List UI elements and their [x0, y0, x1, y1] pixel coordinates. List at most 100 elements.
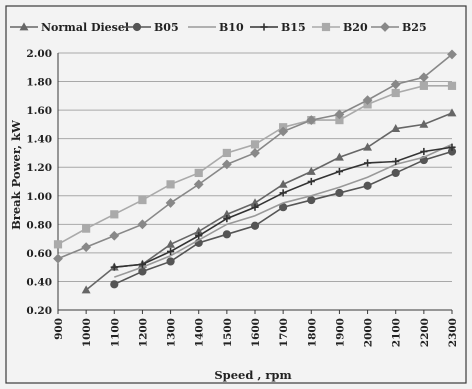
legend-swatch-marker	[19, 22, 29, 31]
x-tick-label: 1800	[306, 318, 318, 347]
data-point	[278, 179, 288, 188]
legend-label: B10	[219, 21, 244, 34]
data-point	[110, 210, 119, 219]
series-normal-diesel	[81, 108, 457, 294]
y-tick-label: 0.80	[26, 219, 52, 231]
gridlines	[58, 52, 452, 282]
x-tick-label: 1000	[81, 318, 93, 347]
x-tick-label: 1400	[194, 318, 206, 347]
legend-item: B05	[123, 21, 179, 34]
legend-swatch-marker	[380, 22, 390, 32]
data-point	[223, 215, 231, 223]
data-point	[447, 49, 457, 60]
data-point	[81, 285, 91, 294]
data-point	[390, 79, 401, 90]
data-point	[194, 168, 203, 178]
legend-label: B05	[154, 21, 179, 34]
data-point	[418, 72, 429, 83]
chart-frame	[5, 5, 467, 384]
data-point	[138, 267, 147, 276]
data-point	[448, 143, 456, 151]
data-point	[251, 203, 259, 211]
series-b25	[53, 49, 457, 264]
series-b05	[110, 147, 457, 289]
x-axis-title: Speed , rpm	[214, 368, 291, 382]
data-point	[53, 240, 63, 249]
series-line	[85, 112, 453, 291]
data-point	[109, 230, 120, 241]
data-point	[222, 230, 231, 239]
x-tick-label: 1500	[222, 318, 234, 347]
series-b20	[53, 81, 457, 249]
axes: 0.20 0.40 0.60 0.80 1.00 1.20 1.40 1.60 1.80 2.00…	[26, 48, 459, 347]
legend-label: B25	[402, 21, 427, 34]
x-tick-label: 2300	[447, 318, 459, 347]
data-point	[110, 280, 119, 289]
y-tick-label: 1.00	[26, 191, 52, 203]
y-tick-label: 1.20	[26, 162, 52, 174]
x-tick-label: 1700	[278, 318, 290, 347]
legend-label: B20	[343, 21, 368, 34]
legend-swatch-marker	[132, 22, 142, 32]
x-tick-label: 1200	[137, 318, 149, 347]
data-point	[137, 219, 148, 230]
data-point	[363, 142, 373, 151]
data-point	[420, 147, 428, 156]
data-point	[110, 263, 118, 271]
data-point	[222, 148, 231, 158]
y-tick-label: 0.20	[26, 305, 52, 317]
data-point	[138, 195, 147, 205]
data-point	[419, 81, 428, 90]
data-point	[391, 88, 400, 98]
data-point	[391, 124, 401, 133]
legend-item: B25	[371, 21, 427, 34]
data-point	[334, 109, 345, 120]
y-tick-label: 1.60	[26, 105, 52, 117]
data-point	[166, 180, 175, 189]
data-point	[250, 140, 260, 149]
data-point	[221, 159, 232, 170]
x-tick-label: 1600	[250, 318, 262, 347]
series-layer	[53, 49, 457, 294]
data-point	[193, 179, 204, 190]
data-point	[250, 221, 260, 230]
data-point	[278, 126, 289, 137]
data-point	[165, 198, 176, 208]
data-point	[166, 257, 175, 266]
data-point	[335, 188, 344, 198]
data-point	[279, 189, 287, 197]
legend-swatch-marker	[321, 22, 331, 32]
legend-swatch-marker	[260, 23, 268, 31]
legend-label: B15	[281, 21, 306, 34]
y-tick-label: 0.40	[26, 276, 52, 288]
data-point	[166, 247, 175, 256]
x-tick-label: 1100	[109, 318, 121, 347]
legend-item: B20	[312, 21, 368, 34]
y-axis-title: Break Power, kW	[9, 119, 23, 230]
legend: Normal Diesel B05 B10 B15 B20 B25	[10, 21, 427, 34]
data-point	[250, 148, 260, 158]
y-tick-label: 1.80	[26, 77, 52, 89]
data-point	[53, 253, 63, 264]
legend-item: Normal Diesel	[10, 21, 129, 34]
data-point	[306, 166, 316, 175]
x-tick-label: 900	[53, 318, 65, 340]
data-point	[392, 157, 400, 166]
data-point	[447, 108, 457, 117]
data-point	[138, 260, 147, 268]
data-point	[307, 177, 315, 186]
data-point	[334, 152, 344, 161]
data-point	[82, 224, 91, 233]
data-point	[362, 95, 373, 106]
y-tick-label: 1.40	[26, 134, 52, 146]
data-point	[363, 159, 372, 167]
legend-label: Normal Diesel	[41, 21, 129, 34]
series-b15	[110, 143, 456, 271]
data-point	[335, 167, 344, 176]
y-tick-label: 0.60	[26, 248, 52, 260]
x-tick-label: 2200	[419, 318, 431, 347]
x-tick-label: 1900	[334, 318, 346, 347]
data-point	[307, 195, 316, 205]
